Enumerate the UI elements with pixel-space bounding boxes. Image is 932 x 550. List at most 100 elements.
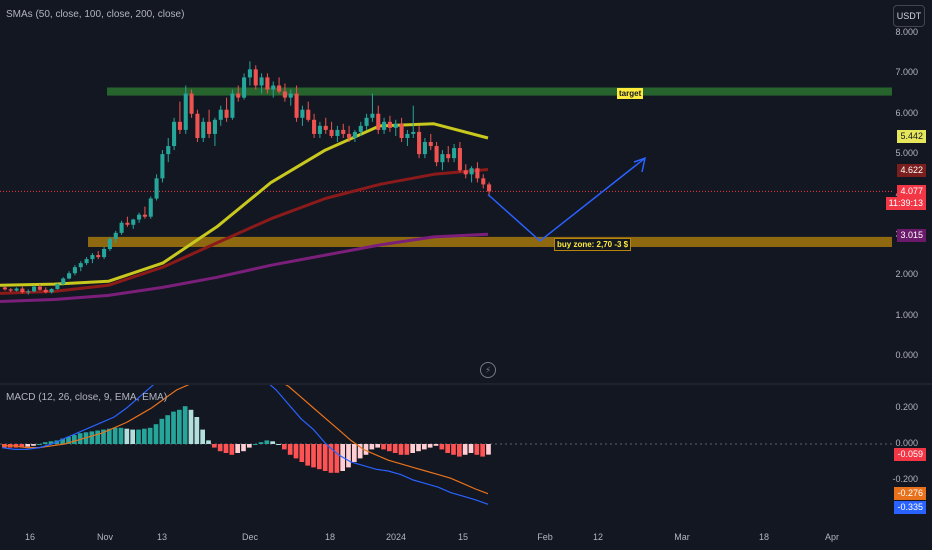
macd-histogram-bar [247, 444, 252, 448]
candle-body [242, 77, 247, 98]
macd-histogram-bar [258, 442, 264, 444]
macd-histogram-bar [200, 429, 205, 444]
buy-zone-label: buy zone: 2,70 -3 $ [554, 238, 632, 251]
candle-body [67, 273, 72, 279]
candle-body [37, 286, 42, 290]
candle-body [61, 278, 66, 285]
macd-histogram-bar [25, 444, 30, 447]
macd-histogram-bar [95, 430, 100, 444]
macd-histogram-bar [182, 406, 188, 444]
macd-histogram-bar [287, 444, 293, 455]
histogram-price-tag: -0.059 [894, 448, 926, 461]
macd-histogram-bar [299, 444, 305, 462]
macd-histogram-bar [142, 428, 147, 444]
candle-body [102, 249, 107, 258]
candle-body [358, 125, 363, 132]
candle-body [8, 289, 13, 291]
time-axis-tick: 15 [457, 532, 469, 542]
projection-arrowhead [633, 157, 647, 173]
time-axis-tick: Mar [674, 532, 690, 542]
countdown-tag: 11:39:13 [885, 197, 926, 210]
macd-histogram-bar [37, 444, 42, 445]
macd-histogram-bar [416, 444, 421, 452]
price-axis-tick: 8.000 [895, 27, 918, 37]
macd-histogram-bar [165, 415, 170, 444]
time-axis-tick: 18 [758, 532, 770, 542]
candle-body [341, 129, 346, 134]
candle-body [352, 131, 357, 138]
time-axis-tick: 18 [324, 532, 336, 542]
macd-histogram-bar [101, 429, 106, 444]
macd-price-tag: -0.335 [894, 501, 926, 514]
target-label: target [617, 88, 644, 99]
candle-body [440, 154, 445, 163]
macd-histogram-bar [118, 427, 124, 444]
candle-body [72, 267, 77, 274]
macd-histogram-bar [270, 441, 275, 444]
last-price-tag: 4.077 [897, 185, 926, 198]
target-zone [107, 87, 892, 96]
candle-body [32, 286, 37, 292]
sma200-price-tag: 3.015 [897, 229, 926, 242]
candle-body [405, 133, 410, 138]
macd-histogram-bar [159, 418, 165, 444]
macd-histogram-bar [223, 444, 229, 453]
macd-histogram-bar [352, 444, 357, 462]
lightning-bolt-icon[interactable]: ⚡ [480, 362, 496, 378]
macd-histogram-bar [177, 409, 182, 444]
candle-body [212, 119, 217, 134]
macd-histogram-bar [112, 427, 118, 444]
macd-histogram-bar [72, 435, 77, 444]
candle-body [20, 288, 25, 293]
candle-body [317, 125, 322, 134]
macd-histogram-bar [194, 417, 200, 444]
candle-body [446, 154, 451, 159]
candle-body [323, 125, 328, 130]
candle-body [370, 113, 375, 118]
macd-histogram-bar [427, 444, 433, 448]
macd-histogram-bar [229, 444, 235, 455]
macd-histogram-bar [235, 444, 240, 453]
macd-histogram-bar [451, 444, 456, 455]
price-axis-tick: 1.000 [895, 309, 918, 320]
time-axis-tick: 16 [24, 532, 36, 542]
macd-histogram-bar [206, 440, 211, 444]
candle-body [382, 121, 387, 130]
candle-body [96, 255, 101, 258]
candle-body [247, 69, 252, 78]
buy-zone [88, 236, 892, 247]
candle-body [277, 85, 282, 92]
macd-histogram-bar [439, 444, 445, 450]
macd-histogram-bar [171, 411, 176, 444]
macd-histogram-bar [346, 444, 351, 468]
sma-line-100 [0, 168, 489, 295]
candle-body [469, 168, 474, 175]
macd-histogram-bar [31, 444, 36, 446]
candle-body [259, 77, 264, 86]
macd-histogram-bar [480, 444, 485, 457]
price-axis-tick: 0.000 [895, 350, 918, 360]
candle-body [177, 121, 182, 130]
candle-body [207, 121, 212, 134]
currency-button[interactable]: USDT [893, 5, 925, 27]
candle-body [417, 131, 422, 155]
candle-body [119, 222, 124, 233]
macd-histogram-bar [305, 444, 310, 466]
candle-body [312, 119, 317, 134]
candle-body [422, 142, 427, 155]
macd-histogram-bar [217, 444, 223, 452]
candle-body [230, 93, 235, 118]
time-axis-tick: Dec [241, 532, 259, 542]
macd-histogram-bar [334, 444, 340, 473]
candle-body [457, 148, 462, 171]
candle-body [195, 113, 200, 138]
time-axis-tick: Feb [537, 532, 553, 542]
candle-body [218, 109, 223, 120]
macd-histogram-bar [404, 444, 410, 455]
candle-body [236, 93, 241, 98]
macd-histogram-bar [369, 444, 375, 450]
macd-histogram-bar [124, 428, 130, 444]
candle-body [411, 131, 416, 134]
macd-histogram-bar [60, 438, 65, 444]
